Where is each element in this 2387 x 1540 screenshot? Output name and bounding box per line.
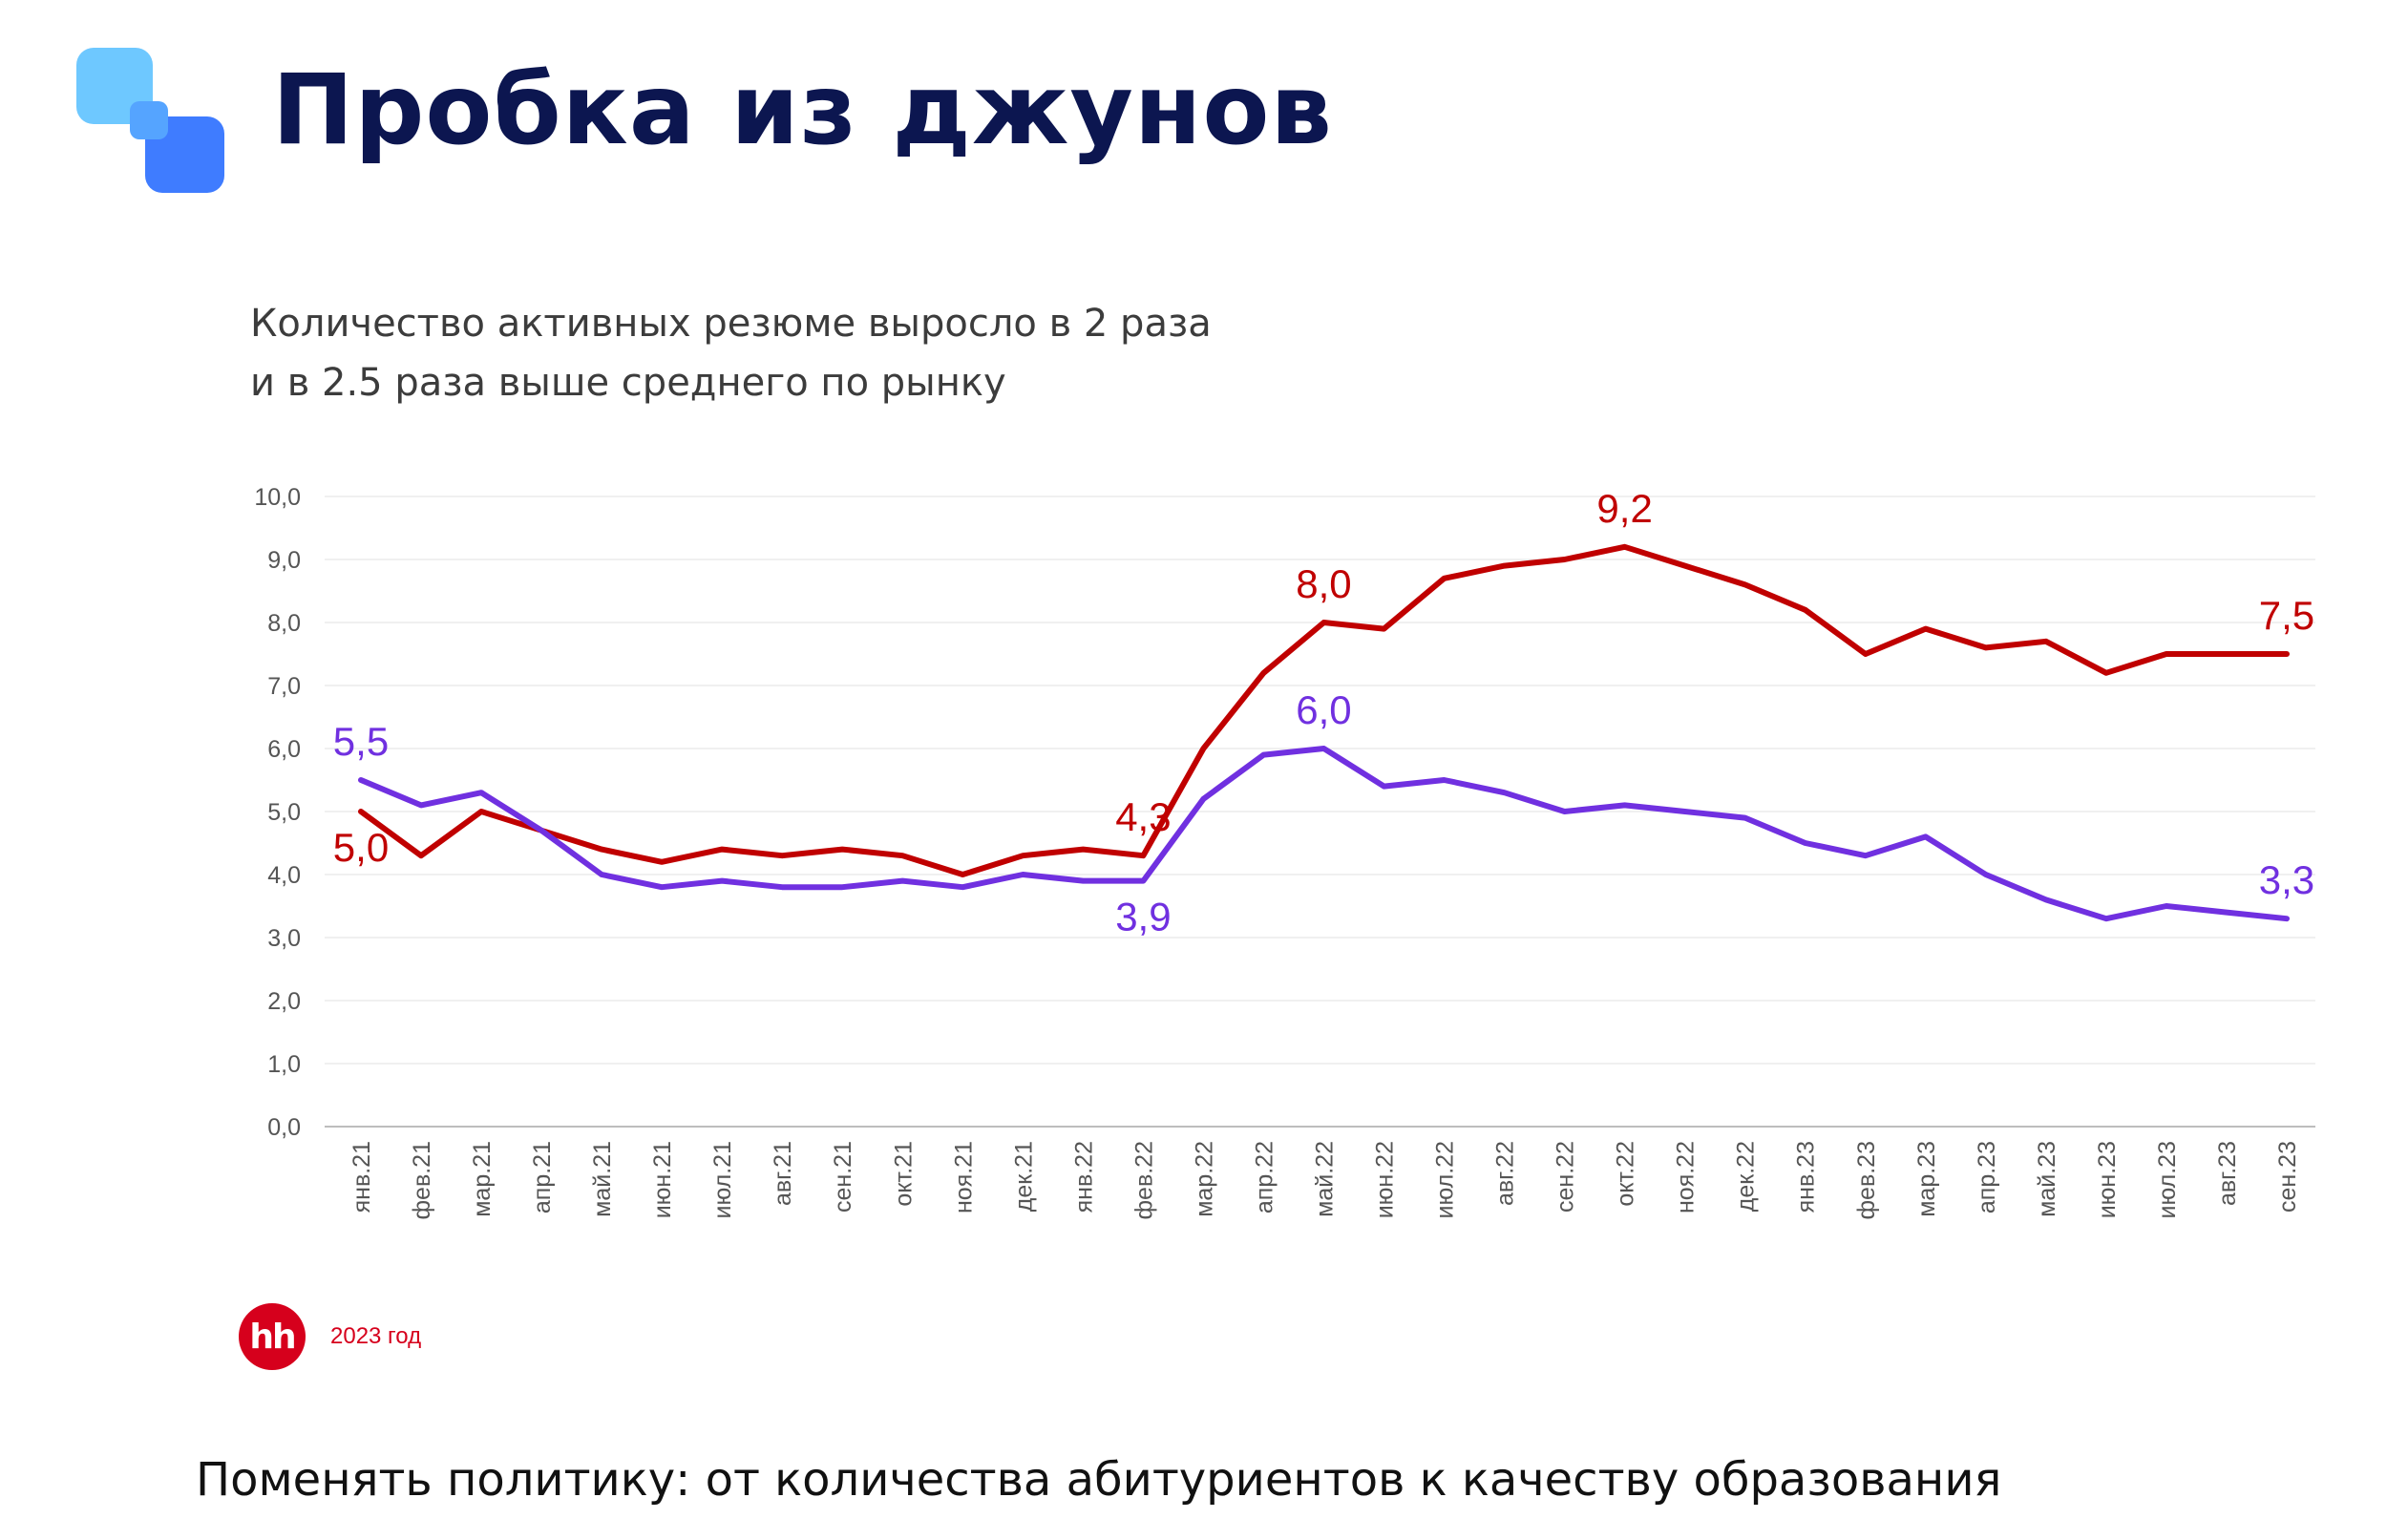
brand-logo-icon [76,48,224,193]
x-tick-label: апр.23 [1974,1141,2000,1213]
data-label: 9,2 [1596,486,1652,531]
data-label: 3,9 [1115,895,1171,939]
x-tick-label: окт.21 [890,1141,917,1207]
x-tick-label: мар.23 [1913,1141,1940,1217]
source-attribution: hh 2023 год [239,1303,421,1370]
x-tick-label: июл.23 [2154,1141,2181,1219]
data-label: 5,5 [333,719,389,764]
x-tick-label: май.21 [589,1141,616,1217]
x-tick-label: сен.22 [1553,1141,1579,1213]
x-tick-label: июн.21 [649,1141,676,1218]
x-tick-label: мар.22 [1191,1141,1217,1217]
x-tick-label: авг.21 [770,1141,796,1206]
chart-title-line-2: и в 2.5 раза выше среднего по рынку [250,361,1006,405]
data-label: 7,5 [2259,593,2314,638]
source-year: 2023 год [330,1323,422,1349]
x-tick-label: янв.23 [1793,1141,1820,1213]
x-tick-label: дек.22 [1733,1141,1760,1212]
x-tick-label: апр.21 [529,1141,556,1213]
x-tick-label: янв.22 [1070,1141,1097,1213]
data-label: 5,0 [333,825,389,870]
x-tick-label: сен.21 [830,1141,856,1213]
x-tick-label: мар.21 [469,1141,496,1217]
x-tick-label: авг.22 [1492,1141,1519,1206]
x-tick-label: янв.21 [349,1141,375,1213]
series-line-1 [358,543,2290,877]
x-tick-label: сен.23 [2274,1141,2301,1213]
footer-text: Поменять политику: от количества абитури… [196,1453,2002,1507]
chart-title: Количество активных резюме выросло в 2 р… [250,294,1212,412]
y-tick-label: 10,0 [254,484,301,511]
x-tick-label: май.23 [2034,1141,2060,1217]
data-label: 3,3 [2259,857,2314,902]
y-tick-label: 6,0 [267,736,301,763]
line-chart: 0,0 1,0 2,0 3,0 4,0 5,0 6,0 7,0 8,0 9,0 10,0 янв.21… [254,484,2315,1220]
series-line-2 [358,746,2290,922]
data-label: 8,0 [1296,561,1351,606]
x-tick-label: июл.22 [1432,1141,1459,1219]
x-tick-label: июн.23 [2094,1141,2121,1218]
chart-title-line-1: Количество активных резюме выросло в 2 р… [250,302,1212,346]
x-tick-label: авг.23 [2214,1141,2241,1206]
hh-logo-icon: hh [239,1303,306,1370]
x-tick-label: ноя.22 [1673,1141,1700,1213]
x-tick-label: окт.22 [1613,1141,1639,1207]
x-tick-label: фев.21 [409,1141,435,1220]
data-label: 6,0 [1296,687,1351,732]
y-tick-label: 7,0 [267,673,301,700]
y-tick-label: 9,0 [267,547,301,574]
y-tick-label: 5,0 [267,799,301,826]
data-label: 4,3 [1115,794,1171,839]
y-tick-label: 3,0 [267,925,301,952]
x-tick-label: фев.22 [1130,1141,1157,1220]
y-tick-label: 8,0 [267,610,301,637]
x-tick-label: июн.22 [1372,1141,1399,1218]
y-tick-label: 1,0 [267,1051,301,1078]
y-tick-label: 2,0 [267,988,301,1015]
x-tick-label: дек.21 [1010,1141,1037,1212]
x-tick-label: фев.23 [1853,1141,1880,1220]
x-tick-label: май.22 [1311,1141,1338,1217]
x-tick-label: апр.22 [1251,1141,1278,1213]
page-title: Пробка из джунов [272,53,1333,167]
y-tick-label: 4,0 [267,862,301,889]
y-tick-label: 0,0 [267,1114,301,1141]
x-tick-label: июл.21 [709,1141,736,1219]
x-tick-label: ноя.21 [950,1141,977,1213]
